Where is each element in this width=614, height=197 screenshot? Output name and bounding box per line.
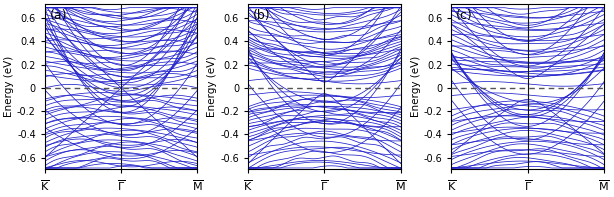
Text: (a): (a) [49, 9, 67, 22]
Y-axis label: Energy (eV): Energy (eV) [411, 56, 421, 117]
Text: (c): (c) [456, 9, 473, 22]
Text: (b): (b) [253, 9, 270, 22]
Y-axis label: Energy (eV): Energy (eV) [4, 56, 14, 117]
Y-axis label: Energy (eV): Energy (eV) [208, 56, 217, 117]
